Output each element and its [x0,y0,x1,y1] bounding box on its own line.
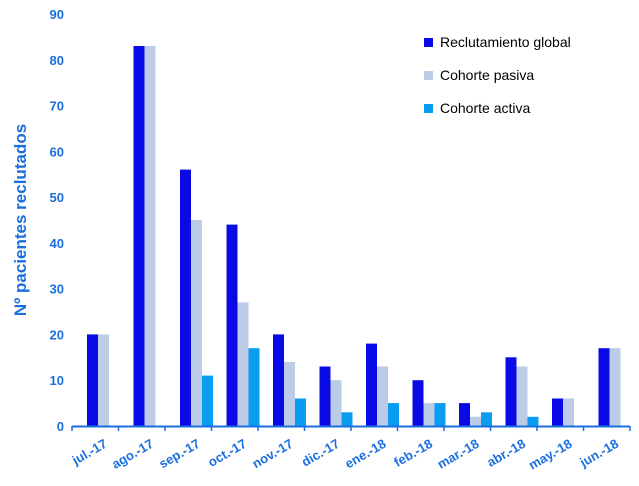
bar-reclutamiento-global-3 [226,224,238,426]
x-tick-label: nov.-17 [249,436,295,471]
x-tick-label: ene.-18 [342,436,388,471]
legend: Reclutamiento global Cohorte pasiva Cohort… [424,34,571,116]
x-tick-label: abr.-18 [484,436,528,470]
y-axis-ticks: 0 10 20 30 40 50 60 70 80 90 [50,7,64,434]
x-tick-label: sep.-17 [156,436,202,471]
y-tick-label: 90 [50,7,64,22]
legend-label: Cohorte activa [440,100,530,116]
x-axis-ticks: jul.-17 ago.-17 sep.-17 oct.-17 nov.-17 dic.-… [69,426,631,473]
bar-cohorte-activa-6 [388,403,399,426]
y-tick-label: 10 [50,373,64,388]
y-tick-label: 30 [50,282,64,297]
x-tick-label: mar.-18 [435,436,482,472]
y-tick-label: 20 [50,327,64,342]
y-tick-label: 0 [57,419,64,434]
bar-cohorte-activa-4 [295,398,306,426]
bar-cohorte-pasiva-4 [284,361,295,426]
bar-reclutamiento-global-7 [412,380,424,426]
bar-reclutamiento-global-2 [180,169,191,426]
bar-cohorte-pasiva-6 [377,366,388,426]
bar-cohorte-pasiva-5 [330,380,342,426]
legend-swatch [424,104,433,113]
bar-reclutamiento-global-10 [552,398,563,426]
bars [87,46,621,426]
legend-swatch [424,71,433,80]
bar-cohorte-activa-8 [481,412,492,426]
bar-cohorte-pasiva-1 [144,46,156,426]
x-tick-label: feb.-18 [391,436,435,470]
bar-reclutamiento-global-1 [133,46,145,426]
bar-cohorte-pasiva-3 [237,302,249,426]
bar-reclutamiento-global-6 [366,343,377,426]
bar-reclutamiento-global-5 [319,366,331,426]
bar-reclutamiento-global-9 [505,357,517,426]
bar-reclutamiento-global-8 [459,403,470,426]
y-tick-label: 60 [50,144,64,159]
x-tick-label: jun.-18 [576,436,621,470]
x-tick-label: ago.-17 [109,436,156,472]
legend-swatch [424,38,433,47]
bar-reclutamiento-global-4 [273,334,284,426]
legend-label: Reclutamiento global [440,34,571,50]
y-axis-label: Nº pacientes reclutados [11,124,30,316]
bar-cohorte-activa-5 [341,412,353,426]
x-tick-label: jul.-17 [69,436,110,468]
bar-cohorte-pasiva-8 [470,416,481,426]
bar-cohorte-pasiva-2 [191,220,202,426]
bar-cohorte-activa-9 [527,416,539,426]
bar-cohorte-activa-7 [434,403,446,426]
y-tick-label: 40 [50,236,64,251]
y-tick-label: 70 [50,99,64,114]
y-tick-label: 50 [50,190,64,205]
bar-reclutamiento-global-11 [598,348,610,426]
legend-label: Cohorte pasiva [440,67,534,83]
x-tick-label: dic.-17 [299,436,342,470]
x-tick-label: oct.-17 [205,436,249,470]
bar-reclutamiento-global-0 [87,334,98,426]
bar-cohorte-activa-2 [202,375,213,426]
bar-cohorte-pasiva-9 [516,366,528,426]
bar-cohorte-pasiva-11 [609,348,621,426]
bar-cohorte-pasiva-0 [98,334,109,426]
bar-cohorte-pasiva-7 [423,403,435,426]
bar-cohorte-activa-3 [248,348,260,426]
y-tick-label: 80 [50,53,64,68]
bar-cohorte-pasiva-10 [563,398,574,426]
x-tick-label: may.-18 [526,436,575,473]
